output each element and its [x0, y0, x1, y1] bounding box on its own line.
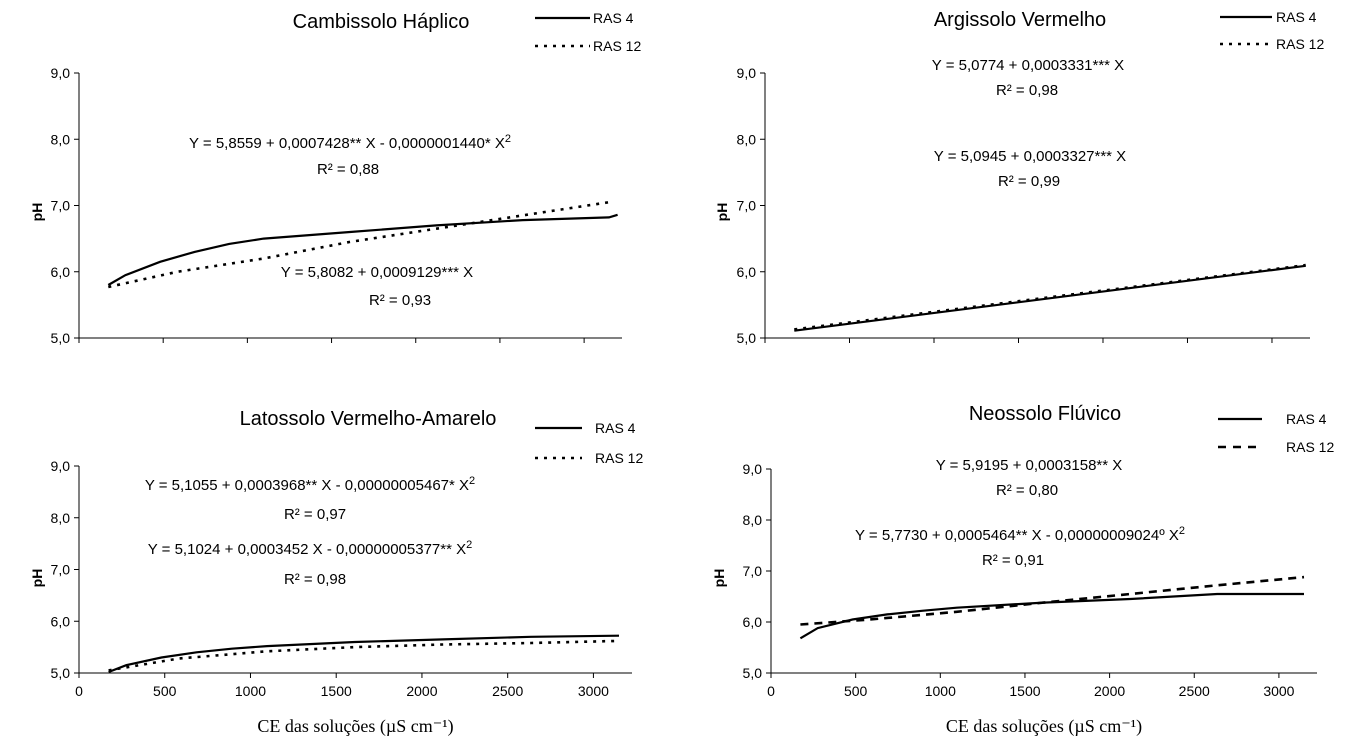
equation-superscript: 2 — [1179, 525, 1185, 537]
equation-superscript: 2 — [466, 539, 472, 551]
r-squared-label: R² = 0,88 — [317, 161, 379, 178]
y-axis-label: pH — [29, 569, 45, 588]
y-tick-label: 8,0 — [51, 510, 71, 526]
x-tick-label: 3000 — [1263, 683, 1294, 699]
equation-label: Y = 5,7730 + 0,0005464** X - 0,000000090… — [855, 525, 1185, 544]
y-tick-label: 5,0 — [743, 665, 763, 681]
panel-2: Argissolo Vermelho 5,0 6,0 7,0 8,0 9,0 pH RAS 4… — [714, 9, 1324, 346]
panel-title: Latossolo Vermelho-Amarelo — [240, 408, 497, 430]
r-squared-label: R² = 0,80 — [996, 482, 1058, 499]
legend-label: RAS 12 — [1276, 36, 1324, 52]
x-tick-label: 0 — [75, 683, 83, 699]
y-tick-label: 6,0 — [51, 264, 71, 280]
y-tick-label: 7,0 — [743, 563, 763, 579]
r-squared-label: R² = 0,98 — [284, 571, 346, 588]
y-tick-label: 9,0 — [51, 458, 71, 474]
series-line-ras-12 — [800, 575, 1305, 626]
y-tick-label: 6,0 — [737, 264, 757, 280]
y-tick-label: 5,0 — [51, 665, 71, 681]
y-tick-label: 8,0 — [51, 131, 71, 147]
y-tick-label: 7,0 — [737, 198, 757, 214]
y-tick-label: 6,0 — [743, 614, 763, 630]
panel-4: Neossolo Flúvico 5,0 6,0 7,0 8,0 9,0 0 500 1000 1… — [711, 403, 1334, 737]
x-tick-label: 2500 — [1179, 683, 1210, 699]
x-axis-label: CE das soluções (µS cm⁻¹) — [946, 716, 1142, 737]
x-tick-label: 2000 — [406, 683, 437, 699]
r-squared-label: R² = 0,98 — [996, 82, 1058, 99]
y-tick-label: 5,0 — [51, 330, 71, 346]
x-tick-label: 1500 — [321, 683, 352, 699]
x-tick-label: 500 — [844, 683, 868, 699]
legend-label: RAS 12 — [1286, 439, 1334, 455]
r-squared-label: R² = 0,93 — [369, 292, 431, 309]
panel-3: Latossolo Vermelho-Amarelo 5,0 6,0 7,0 8,0 9,… — [29, 408, 643, 737]
x-tick-label: 2000 — [1094, 683, 1125, 699]
equation-label: Y = 5,0945 + 0,0003327*** X — [934, 148, 1126, 165]
legend-label: RAS 12 — [595, 450, 643, 466]
equation-superscript: 2 — [505, 133, 511, 145]
series-line-ras-4 — [108, 634, 620, 674]
x-tick-label: 2500 — [492, 683, 523, 699]
equation-label: Y = 5,8559 + 0,0007428** X - 0,000000144… — [189, 133, 511, 152]
equation-label: Y = 5,9195 + 0,0003158** X — [936, 457, 1123, 474]
series-line-ras-12 — [108, 639, 620, 672]
r-squared-label: R² = 0,91 — [982, 552, 1044, 569]
y-tick-label: 6,0 — [51, 613, 71, 629]
x-tick-label: 1000 — [235, 683, 266, 699]
series-line-ras-12 — [108, 200, 610, 289]
x-axis-label: CE das soluções (µS cm⁻¹) — [257, 716, 453, 737]
legend-label: RAS 4 — [593, 10, 634, 26]
y-tick-label: 8,0 — [737, 131, 757, 147]
y-tick-label: 9,0 — [51, 65, 71, 81]
equation-label: Y = 5,1024 + 0,0003452 X - 0,00000005377… — [148, 539, 472, 558]
legend-label: RAS 4 — [1276, 9, 1317, 25]
legend-label: RAS 4 — [595, 420, 636, 436]
equation-label: Y = 5,1055 + 0,0003968** X - 0,000000054… — [145, 475, 475, 494]
y-tick-label: 8,0 — [743, 512, 763, 528]
panel-1: Cambissolo Háplico 5,0 6,0 7,0 8,0 9,0 pH RAS 4… — [29, 10, 641, 346]
y-tick-label: 9,0 — [737, 65, 757, 81]
y-axis-label: pH — [29, 203, 45, 222]
series-line-ras-4 — [799, 592, 1304, 640]
y-tick-label: 9,0 — [743, 461, 763, 477]
legend-label: RAS 4 — [1286, 411, 1327, 427]
panel-title: Cambissolo Háplico — [293, 11, 470, 33]
panel-title: Argissolo Vermelho — [934, 9, 1106, 31]
legend-label: RAS 12 — [593, 38, 641, 54]
x-tick-label: 1500 — [1009, 683, 1040, 699]
r-squared-label: R² = 0,99 — [998, 173, 1060, 190]
y-tick-label: 7,0 — [51, 198, 71, 214]
series-line-ras-4 — [107, 213, 618, 286]
x-tick-label: 0 — [767, 683, 775, 699]
equation-label: Y = 5,8082 + 0,0009129*** X — [281, 264, 473, 281]
y-tick-label: 7,0 — [51, 562, 71, 578]
x-tick-label: 1000 — [925, 683, 956, 699]
equation-superscript: 2 — [469, 475, 475, 487]
y-tick-label: 5,0 — [737, 330, 757, 346]
equation-label: Y = 5,0774 + 0,0003331*** X — [932, 57, 1124, 74]
r-squared-label: R² = 0,97 — [284, 506, 346, 523]
series-line-ras-4 — [794, 264, 1306, 332]
y-axis-label: pH — [711, 569, 727, 588]
x-tick-label: 3000 — [578, 683, 609, 699]
x-tick-label: 500 — [153, 683, 177, 699]
panel-title: Neossolo Flúvico — [969, 403, 1121, 425]
y-axis-label: pH — [714, 203, 730, 222]
